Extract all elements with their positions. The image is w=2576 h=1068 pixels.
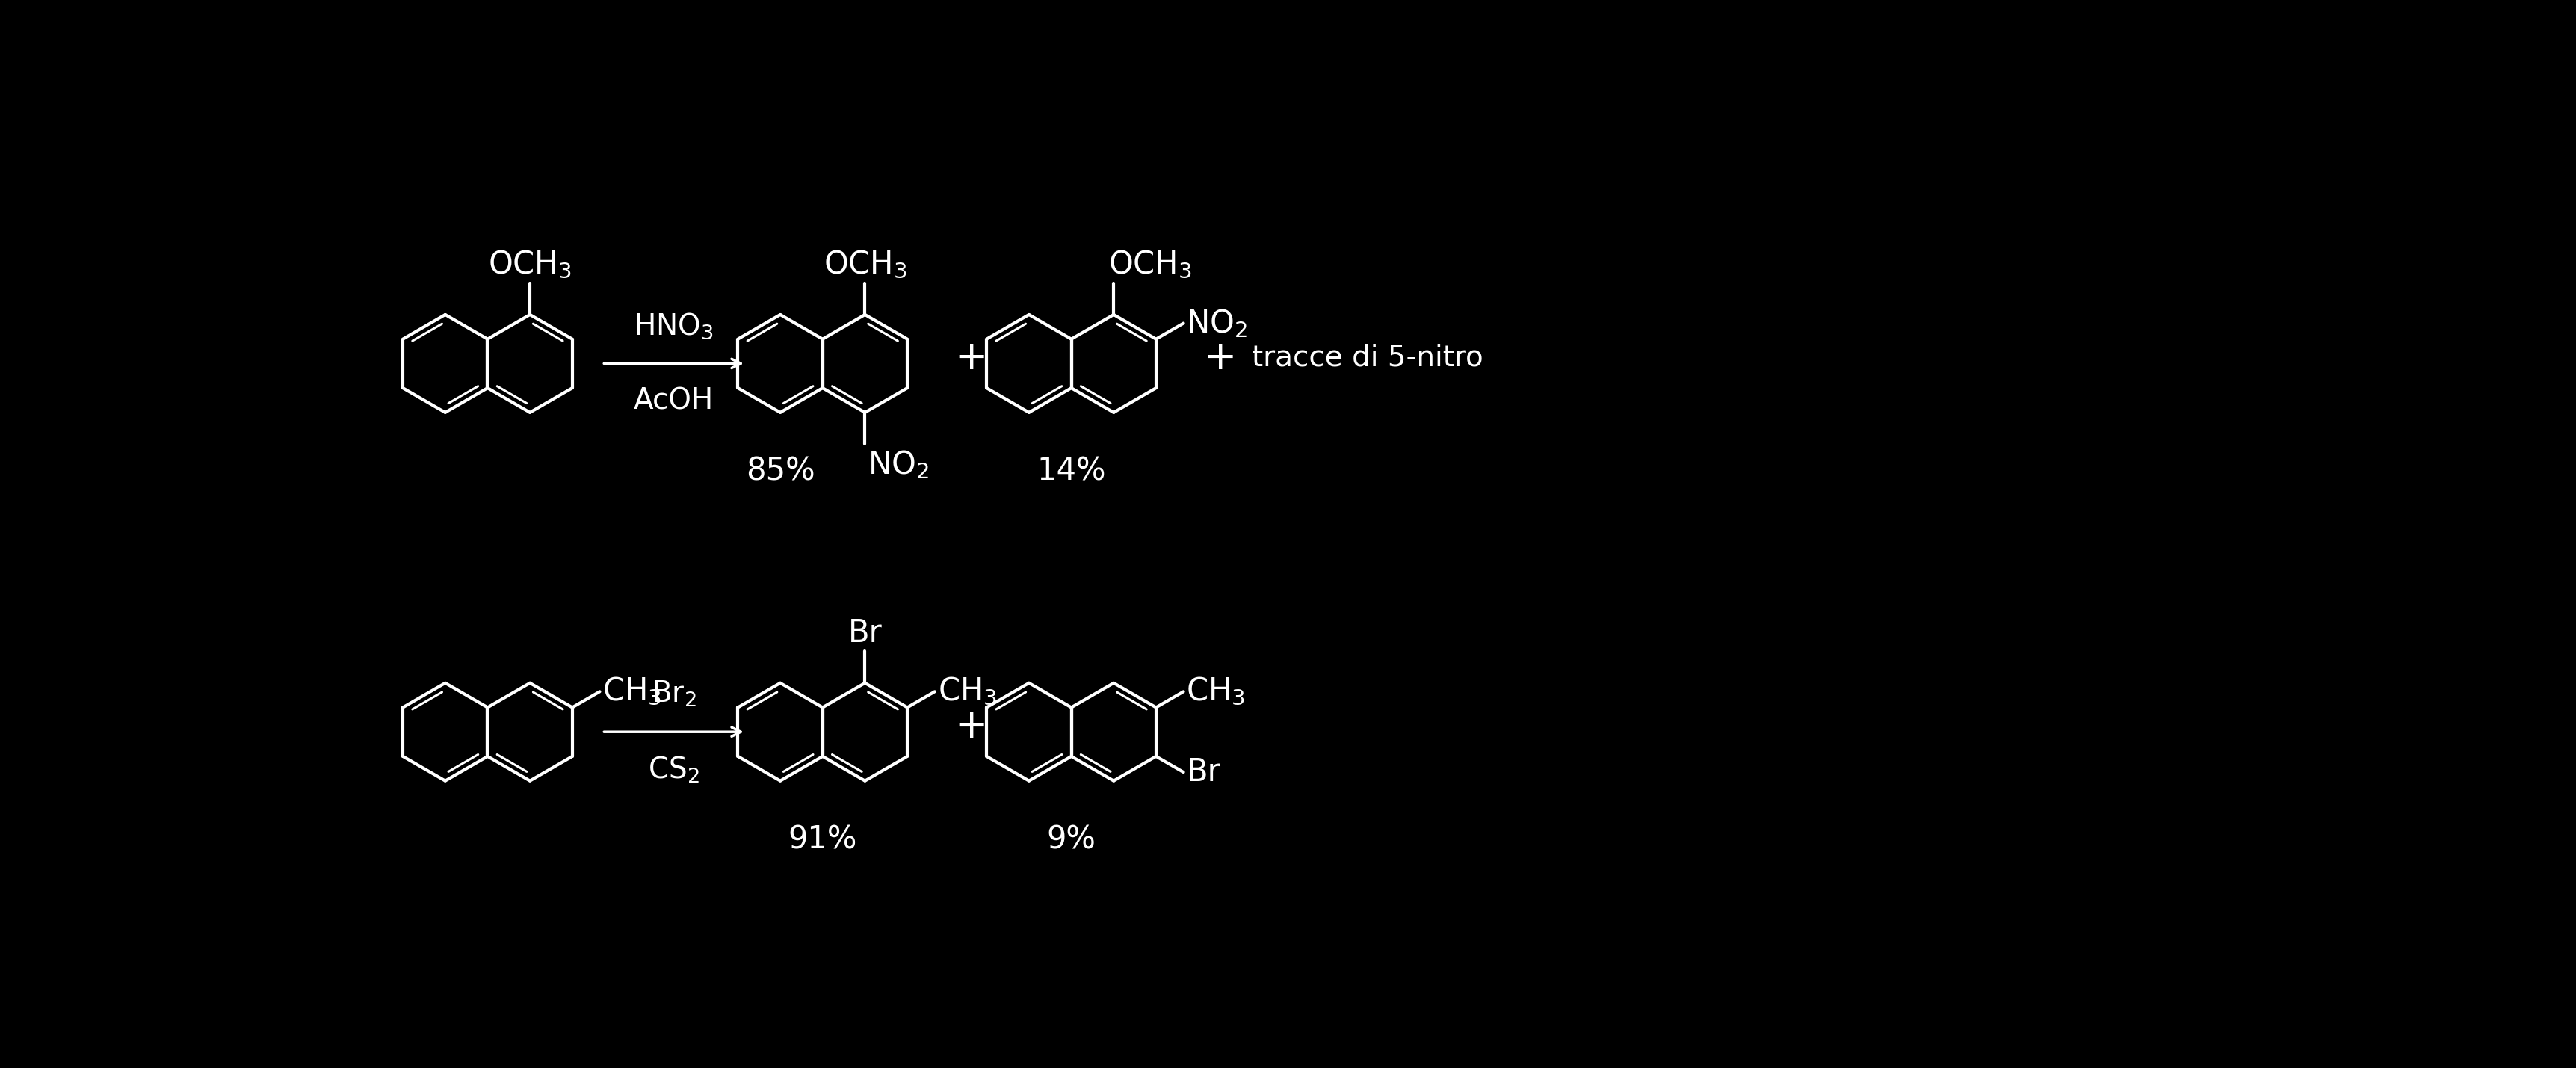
Text: +: + — [956, 707, 987, 745]
Text: 14%: 14% — [1036, 456, 1105, 487]
Text: CS$_2$: CS$_2$ — [649, 755, 698, 785]
Text: CH$_3$: CH$_3$ — [938, 676, 997, 707]
Text: NO$_2$: NO$_2$ — [868, 449, 930, 481]
Text: Br: Br — [1185, 756, 1221, 788]
Text: AcOH: AcOH — [634, 387, 714, 415]
Text: CH$_3$: CH$_3$ — [603, 676, 662, 707]
Text: OCH$_3$: OCH$_3$ — [822, 249, 907, 280]
Text: Br: Br — [848, 617, 881, 648]
Text: 85%: 85% — [744, 456, 814, 487]
Text: +: + — [1203, 339, 1236, 377]
Text: 91%: 91% — [788, 823, 858, 855]
Text: +: + — [956, 339, 987, 377]
Text: CH$_3$: CH$_3$ — [1185, 676, 1244, 707]
Text: HNO$_3$: HNO$_3$ — [634, 311, 714, 341]
Text: NO$_2$: NO$_2$ — [1185, 308, 1247, 340]
Text: 9%: 9% — [1046, 823, 1095, 855]
Text: tracce di 5-nitro: tracce di 5-nitro — [1252, 344, 1484, 372]
Text: OCH$_3$: OCH$_3$ — [487, 249, 572, 280]
Text: Br$_2$: Br$_2$ — [652, 679, 696, 709]
Text: OCH$_3$: OCH$_3$ — [1108, 249, 1190, 280]
